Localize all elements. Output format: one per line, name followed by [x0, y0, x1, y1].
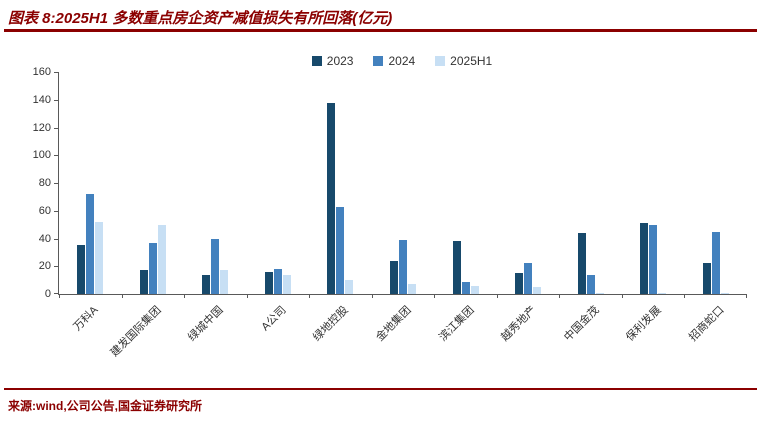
legend-swatch-2025H1 [435, 56, 446, 66]
legend-item-2024: 2024 [373, 54, 415, 68]
x-axis-category-label: 中国金茂 [561, 304, 602, 344]
bar-group-绿地控股 [327, 102, 354, 294]
plot-area: 0 20 40 60 80 100 120 140 160 万科A 建发国际集团 绿城中国 A公司 绿地控… [33, 66, 747, 359]
bar-2025H1-保利发展 [658, 292, 667, 294]
x-axis-tick-mark [621, 294, 623, 298]
bar-chart: 2023 2024 2025H1 0 20 40 60 80 100 120 140 160 万科A 建… [0, 34, 761, 374]
bar-2023-中国金茂 [577, 232, 586, 294]
bar-2024-保利发展 [649, 224, 658, 294]
bar-2023-万科A [77, 245, 86, 294]
y-axis-tick-mark [54, 210, 59, 212]
bar-2024-绿城中国 [211, 238, 220, 294]
footer-divider [4, 388, 757, 390]
x-axis-tick-mark [559, 294, 561, 298]
bar-group-越秀地产 [515, 263, 542, 294]
y-axis-tick-mark [54, 99, 59, 101]
y-axis-tick-mark [54, 238, 59, 240]
bar-group-绿城中国 [202, 238, 229, 294]
bar-2024-招商蛇口 [711, 231, 720, 294]
bar-2025H1-中国金茂 [595, 292, 604, 294]
x-axis-tick-mark [59, 294, 60, 298]
legend-swatch-2023 [311, 56, 322, 66]
y-axis-tick-mark [54, 155, 59, 157]
bar-group-万科A [77, 194, 104, 294]
bar-2025H1-招商蛇口 [720, 292, 729, 294]
bar-group-中国金茂 [577, 232, 604, 294]
y-axis-tick-mark [54, 183, 59, 184]
legend-label: 2023 [326, 54, 354, 68]
y-axis-tick-mark [54, 293, 59, 294]
y-axis-tick-label: 0 [44, 288, 51, 300]
bar-group-A公司 [264, 269, 291, 294]
x-axis-category-label: 绿地控股 [311, 304, 352, 344]
bar-2023-滨江集团 [452, 241, 461, 294]
bar-2024-越秀地产 [524, 263, 533, 294]
y-axis-tick-label: 60 [38, 204, 51, 217]
bar-2024-A公司 [273, 269, 282, 294]
title-divider [4, 29, 757, 32]
x-axis-category-label: 越秀地产 [499, 304, 539, 344]
bar-2023-绿城中国 [202, 274, 211, 294]
bar-2023-绿地控股 [327, 102, 336, 294]
bar-2025H1-万科A [95, 221, 104, 294]
x-axis-category-label: 滨江集团 [436, 304, 477, 344]
bar-2023-建发国际集团 [139, 270, 148, 294]
bar-group-招商蛇口 [702, 231, 729, 294]
legend-label: 2024 [388, 54, 416, 68]
legend-label: 2025H1 [450, 54, 493, 68]
bar-2025H1-A公司 [282, 274, 291, 294]
x-axis-tick-mark [309, 294, 311, 298]
legend-item-2025H1: 2025H1 [435, 54, 492, 68]
bar-2025H1-建发国际集团 [157, 224, 166, 294]
y-axis-tick-label: 40 [38, 232, 51, 245]
x-axis-category-label: 招商蛇口 [686, 304, 727, 344]
legend: 2023 2024 2025H1 [58, 54, 746, 68]
bar-2025H1-金地集团 [408, 284, 416, 294]
x-axis-tick-mark [434, 294, 436, 298]
y-axis-tick-label: 120 [32, 121, 51, 134]
y-axis-tick-mark [54, 72, 59, 73]
legend-item-2023: 2023 [311, 54, 354, 68]
bar-2023-招商蛇口 [702, 263, 711, 294]
y-axis-tick-label: 160 [32, 66, 51, 78]
bar-2023-越秀地产 [515, 273, 524, 294]
legend-swatch-2024 [373, 56, 384, 66]
bar-2024-绿地控股 [336, 206, 345, 294]
x-axis-category-label: 金地集团 [374, 304, 414, 344]
figure-title: 图表 8:2025H1 多数重点房企资产减值损失有所回落(亿元) [8, 10, 393, 27]
y-axis-tick-label: 140 [32, 93, 51, 106]
bar-2024-万科A [86, 194, 95, 294]
bar-2024-滨江集团 [461, 281, 470, 294]
bar-group-建发国际集团 [139, 224, 166, 294]
y-axis-tick-label: 100 [32, 149, 51, 162]
bar-2023-保利发展 [640, 223, 649, 294]
bar-2024-中国金茂 [586, 274, 595, 294]
bar-2025H1-越秀地产 [533, 287, 542, 294]
bar-2024-建发国际集团 [148, 242, 157, 294]
x-axis-tick-mark [246, 294, 248, 298]
bar-group-保利发展 [640, 223, 667, 294]
x-axis-tick-mark [746, 294, 747, 298]
y-axis-tick-label: 20 [38, 260, 51, 273]
bar-2025H1-滨江集团 [470, 285, 479, 294]
bar-2023-金地集团 [390, 260, 398, 294]
x-axis-tick-mark [184, 294, 186, 298]
x-axis-category-label: 保利发展 [624, 304, 664, 344]
y-axis-tick-mark [54, 266, 59, 268]
bar-2023-A公司 [264, 271, 273, 294]
bar-2025H1-绿地控股 [345, 280, 354, 294]
bar-2024-金地集团 [399, 239, 407, 294]
bar-2025H1-绿城中国 [220, 270, 229, 294]
x-axis-tick-mark [371, 294, 373, 298]
x-axis-tick-mark [496, 294, 498, 298]
bar-group-滨江集团 [452, 241, 479, 294]
x-axis-tick-mark [684, 294, 686, 298]
x-axis-tick-mark [121, 294, 123, 298]
bar-group-金地集团 [390, 239, 416, 294]
source-note: 来源:wind,公司公告,国金证券研究所 [8, 399, 202, 413]
y-axis-tick-label: 80 [38, 177, 51, 189]
y-axis-tick-mark [54, 127, 59, 129]
